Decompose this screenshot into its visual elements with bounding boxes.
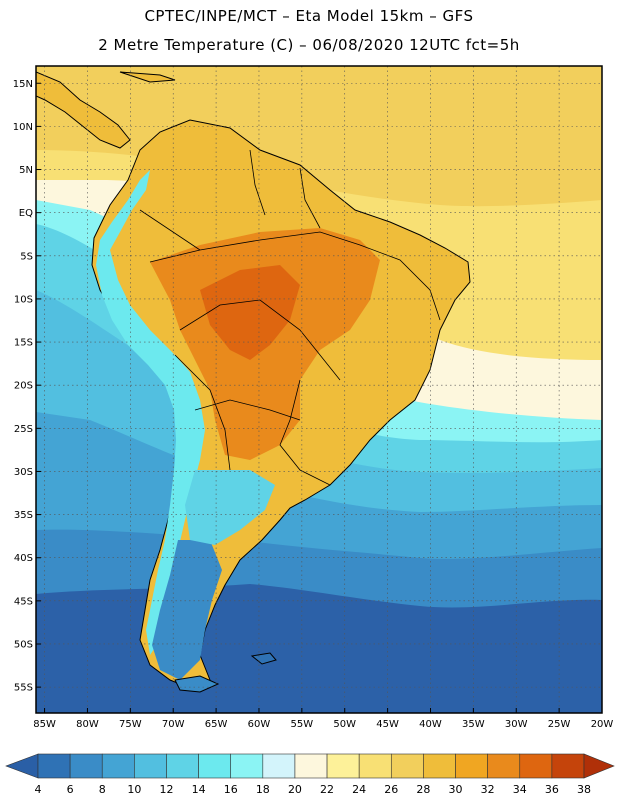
colorbar-swatch bbox=[358, 753, 392, 779]
longitude-label: 70W bbox=[162, 719, 185, 730]
latitude-labels: 15N 10N 5N EQ 5S 10S 15S 20S 25S 30S 35S 40S 45S 50S 5… bbox=[13, 79, 41, 694]
colorbar-label: 36 bbox=[545, 783, 559, 796]
latitude-label: 25S bbox=[14, 424, 33, 435]
colorbar-label: 14 bbox=[192, 783, 206, 796]
latitude-label: 10S bbox=[14, 294, 33, 305]
latitude-label: 45S bbox=[14, 596, 33, 607]
colorbar-swatch bbox=[455, 753, 488, 779]
latitude-label: 20S bbox=[14, 381, 33, 392]
colorbar-swatch bbox=[487, 753, 521, 779]
colorbar-swatch bbox=[519, 753, 553, 779]
map-title-line-1: CPTEC/INPE/MCT – Eta Model 15km – GFS bbox=[144, 7, 474, 25]
longitude-label: 55W bbox=[291, 719, 314, 730]
country-borders bbox=[139, 149, 441, 486]
longitude-label: 85W bbox=[33, 719, 56, 730]
colorbar-swatch bbox=[390, 753, 424, 779]
hottest-core-region bbox=[200, 265, 300, 360]
colorbar-swatch bbox=[551, 753, 585, 779]
colorbar-swatch bbox=[134, 753, 167, 779]
colorbar-label: 8 bbox=[99, 783, 106, 796]
latitude-label: 35S bbox=[14, 510, 33, 521]
longitude-label: 20W bbox=[591, 719, 614, 730]
colorbar-swatch bbox=[230, 753, 264, 779]
latitude-label: 30S bbox=[14, 467, 33, 478]
colorbar-label: 20 bbox=[288, 783, 302, 796]
pampas-mild-region bbox=[185, 470, 275, 545]
colorbar-high-arrow bbox=[583, 753, 615, 779]
latitude-label: 40S bbox=[14, 553, 33, 564]
colorbar-swatch bbox=[101, 753, 135, 779]
colorbar-swatch bbox=[198, 753, 232, 779]
colorbar-swatch bbox=[69, 753, 103, 779]
latitude-label: 5N bbox=[19, 165, 33, 176]
colorbar-label: 6 bbox=[67, 783, 74, 796]
latitude-label: 15S bbox=[14, 338, 33, 349]
caribbean-island bbox=[119, 71, 176, 83]
longitude-label: 25W bbox=[548, 719, 571, 730]
tierra-del-fuego bbox=[174, 675, 220, 693]
colorbar-swatch bbox=[294, 753, 328, 779]
colorbar-label: 24 bbox=[352, 783, 366, 796]
colorbar-label: 28 bbox=[416, 783, 430, 796]
colorbar-label: 12 bbox=[159, 783, 173, 796]
longitude-label: 30W bbox=[505, 719, 528, 730]
central-america-land bbox=[36, 71, 131, 149]
latitude-label: 15N bbox=[13, 79, 33, 90]
longitude-label: 60W bbox=[248, 719, 271, 730]
map-field bbox=[36, 66, 602, 713]
warm-sea-band bbox=[36, 66, 602, 207]
colorbar-swatch bbox=[37, 753, 71, 779]
longitude-label: 80W bbox=[76, 719, 99, 730]
latitude-label: 5S bbox=[20, 251, 33, 262]
colorbar-label: 22 bbox=[320, 783, 334, 796]
colorbar-swatch bbox=[423, 753, 456, 779]
colorbar-label: 26 bbox=[384, 783, 398, 796]
falkland-islands bbox=[250, 652, 277, 665]
colorbar-label: 34 bbox=[513, 783, 527, 796]
longitude-label: 50W bbox=[333, 719, 356, 730]
andes-cold-strip bbox=[96, 170, 205, 655]
colorbar-label: 4 bbox=[35, 783, 42, 796]
colorbar-low-arrow bbox=[5, 753, 39, 779]
latitude-label: 55S bbox=[14, 683, 33, 694]
patagonia-cool-region bbox=[152, 540, 222, 680]
map-frame bbox=[35, 65, 603, 714]
colorbar-label: 10 bbox=[127, 783, 141, 796]
colorbar-swatch bbox=[166, 753, 199, 779]
colorbar-label: 32 bbox=[481, 783, 495, 796]
latitude-label: EQ bbox=[19, 208, 33, 219]
colorbar-swatch bbox=[326, 753, 360, 779]
colorbar-label: 16 bbox=[224, 783, 238, 796]
longitude-label: 45W bbox=[376, 719, 399, 730]
colorbar-label: 38 bbox=[577, 783, 591, 796]
longitude-label: 40W bbox=[419, 719, 442, 730]
temperature-colorbar: 4 6 8 10 12 14 16 18 20 22 24 26 28 30 32 34 36 38 bbox=[5, 753, 615, 796]
latitude-label: 50S bbox=[14, 639, 33, 650]
latitude-label: 10N bbox=[13, 122, 33, 133]
colorbar-label: 18 bbox=[256, 783, 270, 796]
colorbar-swatch bbox=[262, 753, 296, 779]
longitude-label: 75W bbox=[119, 719, 142, 730]
map-title-line-2: 2 Metre Temperature (C) – 06/08/2020 12U… bbox=[98, 36, 520, 54]
longitude-label: 65W bbox=[205, 719, 228, 730]
longitude-label: 35W bbox=[462, 719, 485, 730]
longitude-labels: 85W 80W 75W 70W 65W 60W 55W 50W 45W 40W 35W 30W 25W 2… bbox=[33, 708, 613, 730]
colorbar-label: 30 bbox=[449, 783, 463, 796]
